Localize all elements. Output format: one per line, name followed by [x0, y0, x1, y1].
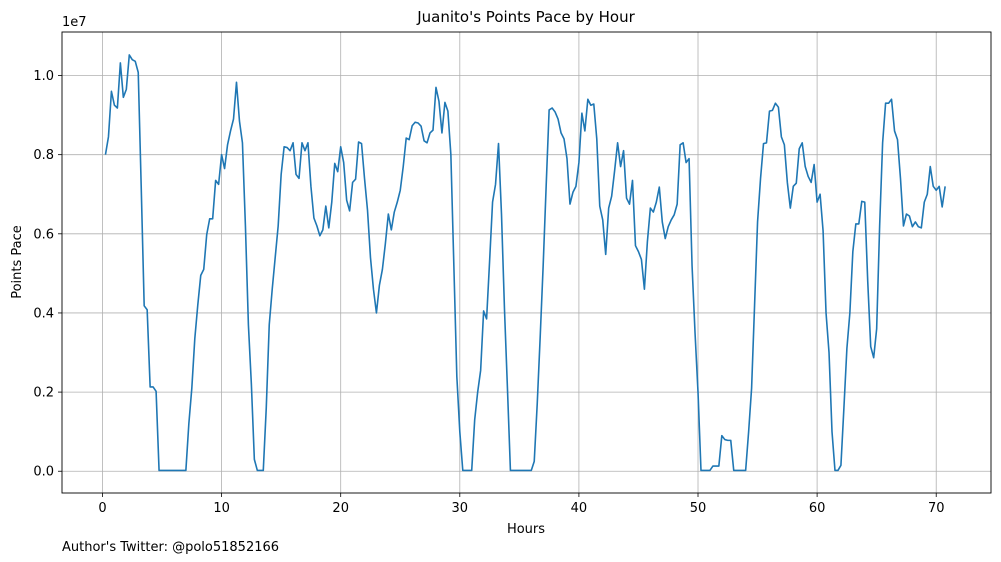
- y-axis-label: Points Pace: [10, 225, 25, 299]
- y-tick-label: 0.6: [33, 227, 54, 242]
- x-tick-label: 50: [690, 501, 707, 516]
- x-tick-label: 0: [98, 501, 106, 516]
- x-axis-label: Hours: [507, 522, 545, 537]
- plot-frame: [61, 31, 992, 494]
- x-tick-label: 40: [571, 501, 588, 516]
- y-tick-label: 1.0: [33, 69, 54, 84]
- y-tick-label: 0.0: [33, 465, 54, 480]
- chart-title: Juanito's Points Pace by Hour: [416, 8, 635, 26]
- y-tick-label: 0.8: [33, 148, 54, 163]
- grid-lines: [62, 32, 991, 493]
- x-tick-label: 30: [452, 501, 469, 516]
- y-offset-text: 1e7: [62, 15, 87, 30]
- y-tick-label: 0.4: [33, 306, 54, 321]
- x-tick-label: 70: [928, 501, 945, 516]
- axis-ticks: 0 10 20 30 40 50 60 70 0.0 0.2 0.4 0.6 0.8 1.0: [33, 69, 944, 516]
- x-tick-label: 10: [213, 501, 230, 516]
- y-tick-label: 0.2: [33, 386, 54, 401]
- x-tick-label: 60: [809, 501, 826, 516]
- author-footnote: Author's Twitter: @polo51852166: [62, 540, 279, 555]
- series-line-points-pace: [104, 54, 946, 472]
- x-tick-label: 20: [332, 501, 349, 516]
